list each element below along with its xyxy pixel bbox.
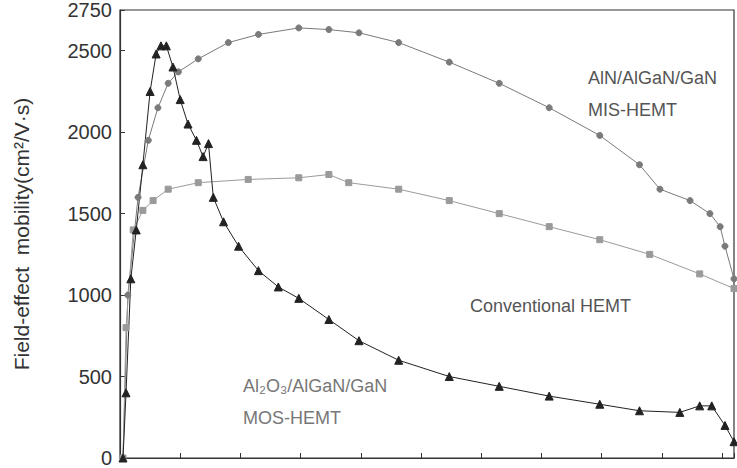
svg-text:MOS-HEMT: MOS-HEMT xyxy=(243,408,341,428)
svg-text:2000: 2000 xyxy=(68,121,113,143)
svg-text:AlN/AlGaN/GaN: AlN/AlGaN/GaN xyxy=(588,68,717,88)
svg-text:Conventional HEMT: Conventional HEMT xyxy=(470,296,631,316)
svg-text:2750: 2750 xyxy=(68,0,113,21)
svg-text:MIS-HEMT: MIS-HEMT xyxy=(588,100,677,120)
svg-text:0: 0 xyxy=(101,447,112,468)
svg-text:1000: 1000 xyxy=(68,284,113,306)
svg-text:2500: 2500 xyxy=(68,40,113,62)
svg-text:Al₂O₃/AlGaN/GaN: Al₂O₃/AlGaN/GaN xyxy=(243,376,387,396)
svg-text:1500: 1500 xyxy=(68,203,113,225)
svg-text:Field-effect mobility(cm²/V·s: Field-effect mobility(cm²/V·s) xyxy=(10,98,33,371)
svg-text:500: 500 xyxy=(79,366,112,388)
